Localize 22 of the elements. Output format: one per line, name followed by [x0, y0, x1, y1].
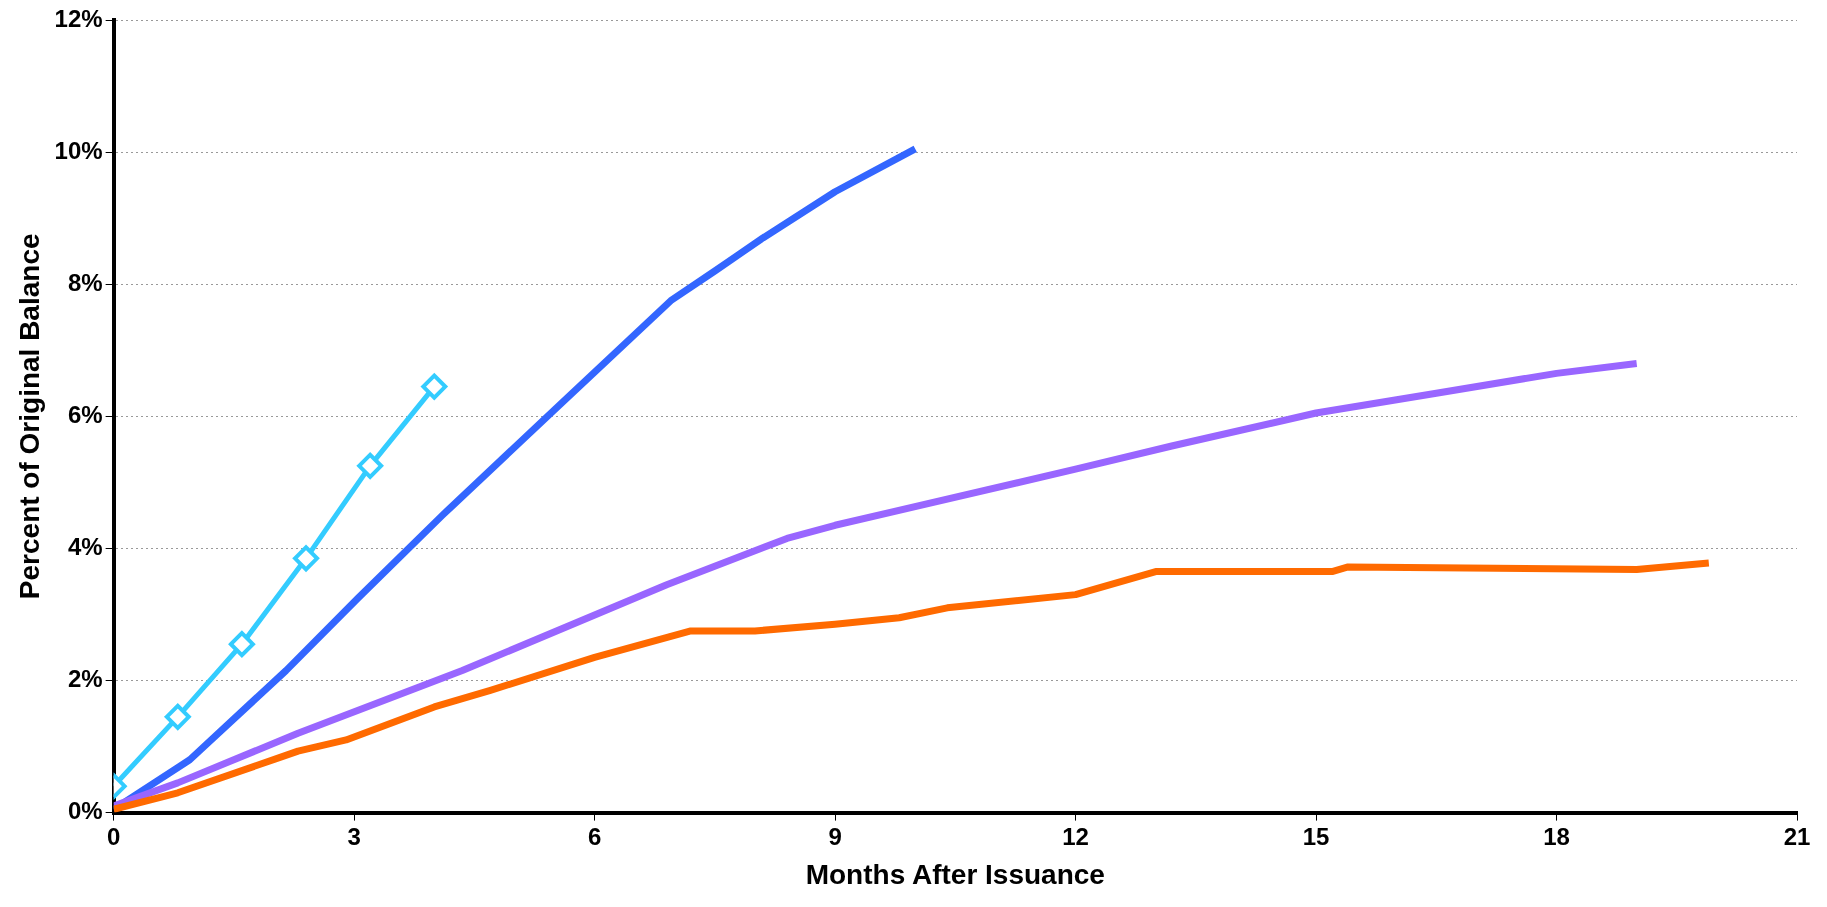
- x-tick-label: 15: [1302, 822, 1330, 850]
- y-tick-label: 8%: [67, 268, 103, 296]
- y-tick-label: 4%: [67, 533, 103, 561]
- x-tick-label: 6: [587, 822, 602, 850]
- point: [357, 452, 384, 479]
- x-tick-label: 9: [828, 822, 842, 850]
- y-tick-label: 0%: [67, 797, 103, 825]
- point: [293, 545, 320, 572]
- x-axis-title: Months After Issuance: [805, 858, 1105, 890]
- y-tick-label: 10%: [54, 136, 103, 164]
- y-tick-label: 6%: [67, 400, 103, 428]
- x-tick-label: 0: [106, 822, 121, 850]
- point: [164, 703, 191, 730]
- y-axis-title: Percent of Original Balance: [13, 233, 45, 600]
- point: [421, 373, 448, 400]
- point: [228, 631, 255, 658]
- x-tick-label: 12: [1062, 822, 1089, 850]
- x-tick-label: 21: [1783, 822, 1811, 850]
- y-tick-label: 12%: [54, 4, 103, 32]
- y-tick-label: 2%: [67, 665, 103, 693]
- x-tick-label: 18: [1543, 822, 1570, 850]
- x-tick-label: 3: [347, 822, 361, 850]
